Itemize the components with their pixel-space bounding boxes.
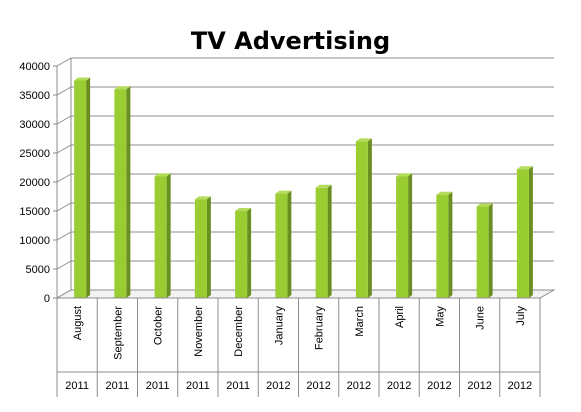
bar-top [315,184,332,188]
bar-top [194,196,211,200]
bar-top [476,203,493,207]
bar-side [408,173,413,298]
bar-side [448,191,453,298]
bar-side [166,173,171,298]
x-tick-label: December [233,306,245,357]
bar [476,206,489,298]
x-tick-label: February [314,306,326,351]
x-year-label: 2012 [467,380,491,392]
bar-top [154,173,171,177]
bar-side [367,138,372,298]
x-tick-label: April [394,306,406,328]
x-year-label: 2011 [146,380,170,392]
x-year-label: 2011 [186,380,210,392]
y-tick-label: 35000 [19,90,50,102]
x-tick-label: May [434,306,446,327]
x-year-label: 2012 [427,380,451,392]
y-tick-label: 5000 [26,264,50,276]
bar-top [275,190,292,194]
bar [396,176,409,298]
x-year-label: 2012 [347,380,371,392]
gridline-diagonal [56,57,72,67]
x-year-label: 2012 [266,380,290,392]
bar-side [126,86,131,298]
gridline-diagonal [56,260,72,270]
gridline-diagonal [56,115,72,125]
bar-top [436,191,453,195]
x-tick-label: August [72,306,84,340]
x-tick-label: June [475,306,487,330]
x-tick-label: July [515,306,527,326]
y-tick-label: 40000 [19,61,50,73]
bar-top [235,208,252,211]
bar [114,89,127,298]
x-year-label: 2012 [306,380,330,392]
bar-side [86,77,91,298]
x-year-label: 2011 [106,380,130,392]
bar [516,169,529,298]
bar [315,187,328,298]
y-tick-label: 20000 [19,177,50,189]
bar [235,211,248,298]
bar-top [396,173,413,177]
y-tick-label: 15000 [19,206,50,218]
x-tick-label: September [112,306,124,360]
bar [74,80,87,298]
chart-title: TV Advertising [190,27,391,55]
bar-side [287,190,292,298]
bar [275,193,288,298]
bar-top [74,77,91,81]
gridline-diagonal [56,144,72,154]
bar [154,176,167,298]
bar-side [327,184,332,298]
x-year-label: 2012 [508,380,532,392]
bar-top [516,166,533,170]
x-tick-label: October [153,306,165,345]
y-tick-label: 25000 [19,148,50,160]
x-year-label: 2011 [65,380,89,392]
bar-top [355,138,372,142]
gridline-diagonal [56,173,72,183]
x-tick-label: November [193,306,205,357]
x-year-label: 2012 [387,380,411,392]
bar-side [206,196,211,298]
y-tick-label: 10000 [19,235,50,247]
y-tick-label: 0 [44,293,50,305]
bar-side [528,166,533,298]
x-tick-label: January [273,306,285,346]
bar [194,199,207,298]
x-tick-label: March [354,306,366,337]
bar [436,194,449,298]
gridline-diagonal [56,202,72,212]
x-year-label: 2011 [226,380,250,392]
bar [355,141,368,298]
bar-side [247,208,252,298]
bar-top [114,86,131,90]
y-tick-label: 30000 [19,119,50,131]
gridline-diagonal [56,86,72,96]
bar-side [488,203,493,298]
gridline-diagonal [56,231,72,241]
